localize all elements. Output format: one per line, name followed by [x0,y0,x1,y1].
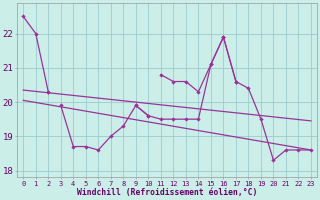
X-axis label: Windchill (Refroidissement éolien,°C): Windchill (Refroidissement éolien,°C) [77,188,257,197]
